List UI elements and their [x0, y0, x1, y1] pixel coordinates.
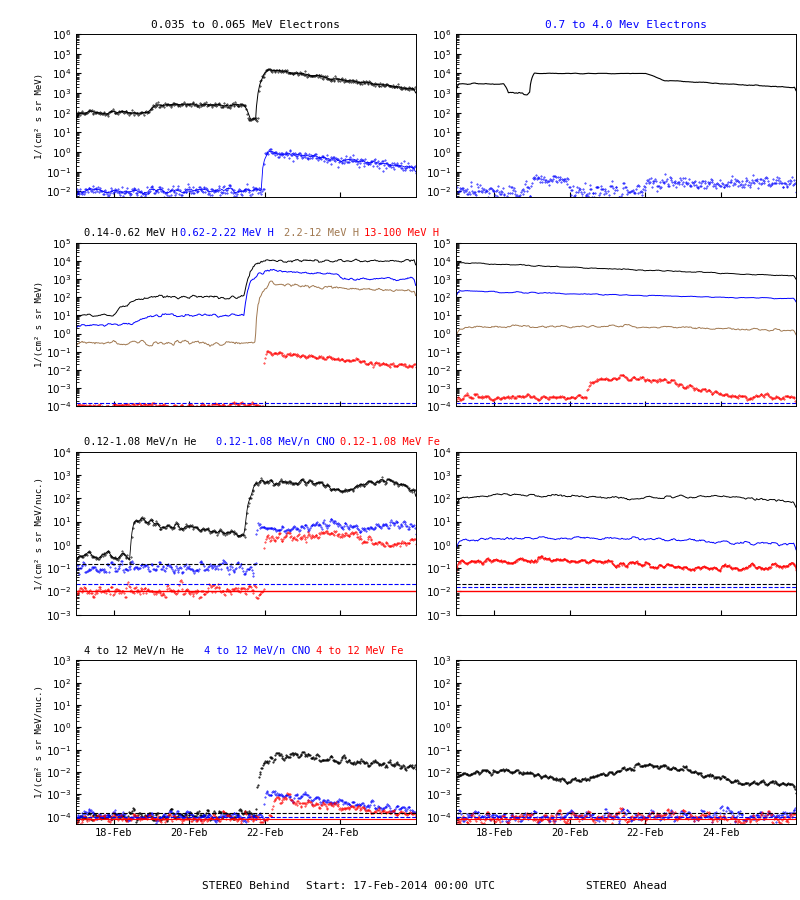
Text: 0.12-1.08 MeV/n He: 0.12-1.08 MeV/n He — [84, 437, 197, 447]
Text: 4 to 12 MeV/n CNO: 4 to 12 MeV/n CNO — [204, 646, 310, 656]
Text: 0.14-0.62 MeV H: 0.14-0.62 MeV H — [84, 229, 178, 238]
Text: STEREO Behind: STEREO Behind — [202, 881, 290, 891]
Text: 13-100 MeV H: 13-100 MeV H — [364, 229, 439, 238]
Text: STEREO Ahead: STEREO Ahead — [586, 881, 666, 891]
Text: Start: 17-Feb-2014 00:00 UTC: Start: 17-Feb-2014 00:00 UTC — [306, 881, 494, 891]
Y-axis label: 1/(cm² s sr MeV/nuc.): 1/(cm² s sr MeV/nuc.) — [35, 686, 44, 798]
Text: 4 to 12 MeV/n He: 4 to 12 MeV/n He — [84, 646, 184, 656]
Text: 0.12-1.08 MeV Fe: 0.12-1.08 MeV Fe — [340, 437, 440, 447]
Text: 0.7 to 4.0 Mev Electrons: 0.7 to 4.0 Mev Electrons — [545, 20, 707, 30]
Text: 0.12-1.08 MeV/n CNO: 0.12-1.08 MeV/n CNO — [216, 437, 334, 447]
Y-axis label: 1/(cm² s sr MeV): 1/(cm² s sr MeV) — [35, 73, 44, 158]
Text: 0.035 to 0.065 MeV Electrons: 0.035 to 0.065 MeV Electrons — [151, 20, 340, 30]
Text: 2.2-12 MeV H: 2.2-12 MeV H — [284, 229, 359, 238]
Text: 4 to 12 MeV Fe: 4 to 12 MeV Fe — [316, 646, 403, 656]
Text: 0.62-2.22 MeV H: 0.62-2.22 MeV H — [180, 229, 274, 238]
Y-axis label: 1/(cm² s sr MeV/nuc.): 1/(cm² s sr MeV/nuc.) — [35, 477, 44, 590]
Y-axis label: 1/(cm² s sr MeV): 1/(cm² s sr MeV) — [35, 282, 44, 367]
